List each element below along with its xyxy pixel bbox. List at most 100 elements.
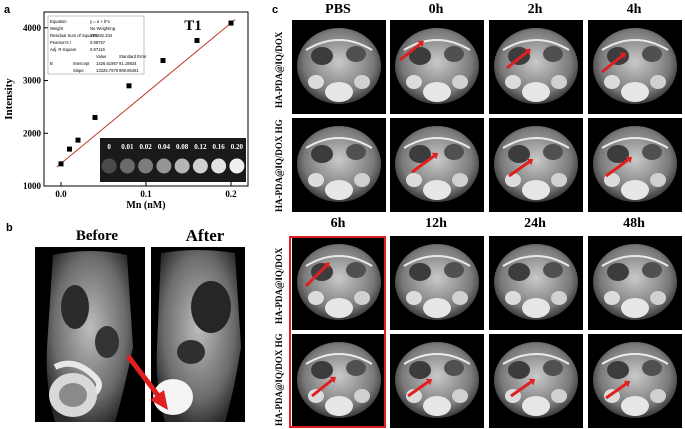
tumor-arrow bbox=[407, 380, 429, 398]
fit-table-header: Standard Error bbox=[119, 54, 147, 59]
fit-table-cell: 869.86481 bbox=[119, 68, 139, 73]
fit-table-key: Pearson's r bbox=[50, 40, 72, 45]
fit-table-cell: 91.19834 bbox=[119, 61, 137, 66]
fit-table-cell: Intercept bbox=[73, 61, 90, 66]
fit-table-value: y = a + b*x bbox=[90, 19, 111, 24]
header-pbs: PBS bbox=[325, 2, 351, 17]
arrow-head bbox=[528, 378, 536, 386]
fit-table-value: No Weighting bbox=[90, 26, 116, 31]
fit-table-box bbox=[47, 15, 145, 75]
mri-after-image bbox=[151, 247, 245, 422]
tumor-arrow bbox=[506, 50, 528, 70]
arrow-head bbox=[623, 380, 631, 388]
tumor-arrow bbox=[311, 378, 333, 398]
fit-table-key: Adj. R-Square bbox=[50, 47, 77, 52]
after-label: After bbox=[185, 226, 225, 245]
phantom-sample bbox=[156, 158, 172, 174]
phantom-label: 0.04 bbox=[158, 143, 171, 151]
tumor-arrow bbox=[601, 54, 623, 74]
phantom-sample bbox=[138, 158, 154, 174]
phantom-label: 0.16 bbox=[213, 143, 226, 151]
tumor-arrow bbox=[508, 160, 530, 178]
tumor-arrow bbox=[126, 354, 168, 410]
arrow-head bbox=[431, 152, 439, 160]
phantom-sample bbox=[119, 158, 135, 174]
header-2h: 2h bbox=[527, 2, 543, 17]
fit-table-cell: B bbox=[50, 61, 53, 66]
mri-slice bbox=[390, 334, 484, 428]
fit-table-key: Residual Sum of Squares bbox=[50, 33, 97, 38]
mri-slice bbox=[292, 236, 386, 330]
y-tick-label: 1000 bbox=[23, 181, 42, 191]
phantom-label: 0.20 bbox=[231, 143, 244, 151]
x-tick-label: 0.0 bbox=[55, 189, 67, 199]
data-point bbox=[126, 83, 132, 89]
phantom-label: 0 bbox=[107, 143, 111, 151]
mri-slice bbox=[292, 334, 386, 428]
header-0h: 0h bbox=[428, 2, 444, 17]
mri-slice bbox=[588, 236, 682, 330]
tumor-arrow bbox=[411, 154, 435, 174]
header-12h: 12h bbox=[425, 216, 447, 231]
phantom-sample bbox=[229, 158, 245, 174]
phantom-label: 0.08 bbox=[176, 143, 189, 151]
arrow-head bbox=[526, 158, 534, 166]
fit-table-value: 0.97116 bbox=[90, 47, 105, 52]
tumor-arrow bbox=[399, 42, 421, 62]
header-24h: 24h bbox=[524, 216, 546, 231]
mri-slice bbox=[292, 20, 386, 114]
mri-slice bbox=[489, 118, 583, 212]
phantom-label: 0.01 bbox=[121, 143, 134, 151]
header-6h: 6h bbox=[330, 216, 346, 231]
data-point bbox=[67, 146, 72, 152]
arrow-head bbox=[329, 376, 336, 384]
fit-table-value: 0.98757 bbox=[90, 40, 106, 45]
arrow-head bbox=[425, 378, 433, 386]
mri-slice bbox=[390, 20, 484, 114]
mri-slice bbox=[390, 236, 484, 330]
y-tick-label: 4000 bbox=[23, 23, 42, 33]
mri-before-image bbox=[35, 247, 145, 422]
fit-table-cell: 1426.61967 bbox=[96, 61, 119, 66]
mri-slice bbox=[588, 334, 682, 428]
chart-title: T1 bbox=[184, 18, 202, 34]
arrow-head bbox=[619, 52, 626, 60]
header-4h: 4h bbox=[626, 2, 642, 17]
mri-slice bbox=[588, 20, 682, 114]
data-point bbox=[92, 114, 98, 120]
phantom-sample bbox=[174, 158, 190, 174]
x-tick-label: 0.2 bbox=[225, 189, 237, 199]
mri-slice bbox=[588, 118, 682, 212]
phantom-label: 0.02 bbox=[140, 143, 153, 151]
arrow-head bbox=[524, 48, 531, 56]
arrow-head bbox=[625, 156, 633, 164]
x-tick-label: 0.1 bbox=[140, 189, 152, 199]
fit-table-key: Equation bbox=[50, 19, 67, 24]
y-tick-label: 2000 bbox=[23, 128, 42, 138]
panel-a-chart: 1000 2000 3000 4000 0.0 0.1 0.2 Mn (nM) Intensit… bbox=[3, 11, 249, 210]
mri-slice bbox=[292, 118, 386, 212]
mri-slice bbox=[489, 334, 583, 428]
header-48h: 48h bbox=[623, 216, 645, 231]
data-point bbox=[160, 58, 166, 64]
data-point bbox=[75, 137, 81, 143]
arrow-head bbox=[323, 262, 330, 269]
panel-a-label: a bbox=[4, 4, 11, 16]
fit-table-header: Value bbox=[96, 54, 107, 59]
tumor-arrow bbox=[605, 382, 627, 400]
fit-table-key: Weight bbox=[50, 26, 64, 31]
mri-slice bbox=[489, 20, 583, 114]
panel-b-label: b bbox=[6, 222, 13, 234]
highlight-box-6h bbox=[289, 236, 386, 428]
data-point bbox=[228, 20, 234, 26]
tumor-arrow bbox=[605, 158, 629, 178]
y-axis-label: Intensity bbox=[3, 78, 15, 120]
x-axis-label: Mn (nM) bbox=[126, 200, 165, 210]
tumor-arrow bbox=[510, 380, 532, 398]
tumor-arrow bbox=[304, 264, 328, 288]
fit-table-cell: Slope bbox=[73, 68, 84, 73]
phantom-sample bbox=[211, 158, 227, 174]
mri-slice bbox=[390, 118, 484, 212]
before-label: Before bbox=[75, 228, 119, 244]
